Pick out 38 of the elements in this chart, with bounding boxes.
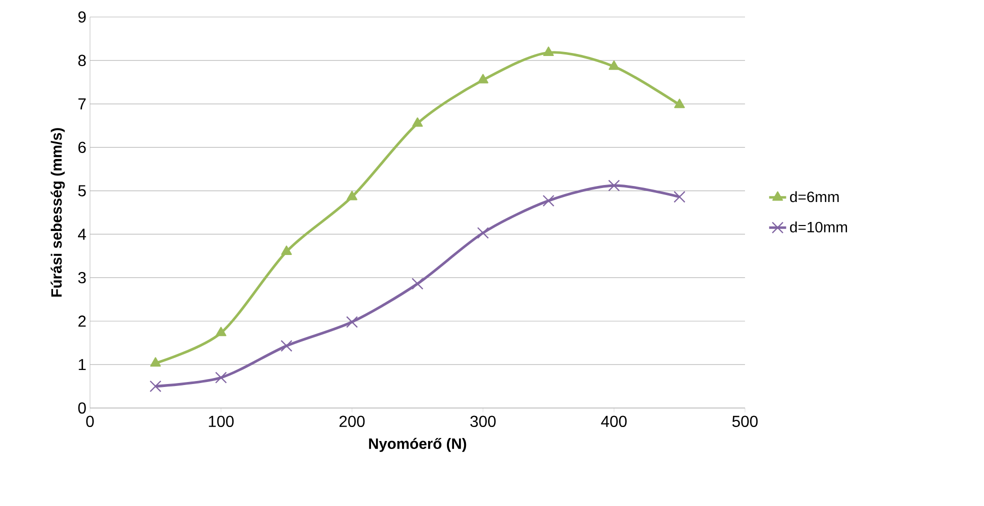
point [346, 316, 358, 328]
x-tick-label: 100 [208, 416, 234, 428]
y-tick-label: 9 [78, 11, 86, 23]
point [674, 98, 685, 108]
y-tick-label: 1 [78, 359, 86, 370]
point [412, 278, 424, 290]
point [346, 190, 358, 200]
point [674, 190, 686, 203]
point [478, 74, 488, 84]
x-tick-label: 200 [340, 416, 365, 428]
point [215, 372, 227, 384]
y-tick-label: 2 [78, 316, 86, 327]
x-axis-title: Nyomóerő (N) [369, 438, 466, 452]
x-tick-label: 400 [601, 416, 627, 428]
point [608, 180, 620, 192]
point [216, 326, 226, 336]
x-tick-label: 300 [470, 416, 496, 428]
point [150, 380, 162, 392]
point [542, 194, 554, 207]
point [412, 117, 423, 127]
legend-label: d=6mm [790, 191, 839, 202]
y-tick-label: 4 [78, 228, 86, 240]
y-tick-label: 8 [78, 54, 86, 66]
y-axis-title: Fúrási sebesség (mm/s) [50, 128, 65, 297]
x-tick-label: 500 [732, 416, 758, 428]
point [477, 227, 489, 239]
legend-label: d=10mm [790, 221, 847, 232]
y-tick-label: 5 [78, 185, 86, 196]
y-tick-label: 6 [78, 142, 86, 153]
point [543, 46, 554, 56]
x-tick-label: 0 [86, 416, 94, 428]
point [280, 340, 292, 352]
point [608, 60, 620, 70]
point [150, 357, 161, 367]
y-tick-label: 3 [78, 272, 86, 284]
y-tick-label: 0 [78, 402, 86, 414]
point [281, 246, 292, 255]
y-tick-label: 7 [78, 98, 86, 110]
